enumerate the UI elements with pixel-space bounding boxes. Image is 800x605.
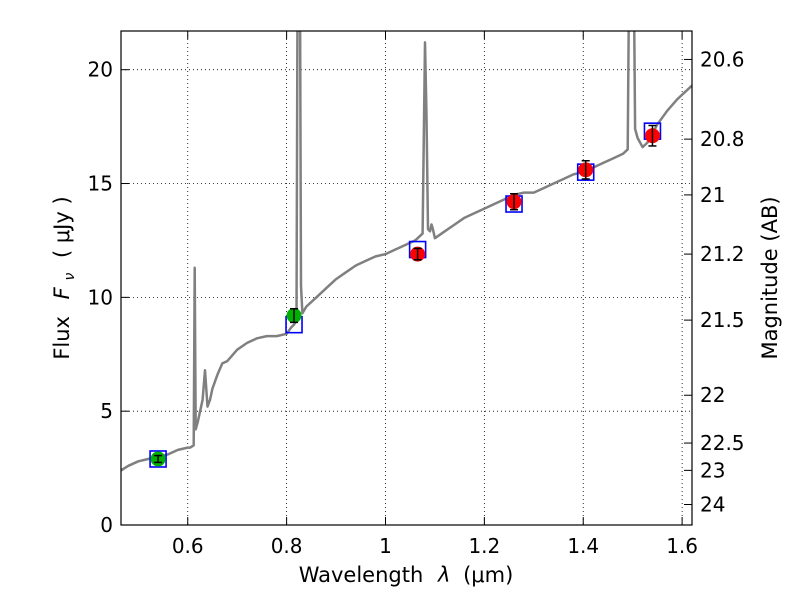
x-axis-label-text: Wavelength: [299, 563, 424, 587]
y-axis-label-text: Flux: [50, 316, 74, 360]
x-tick-label: 1: [379, 534, 392, 558]
y2-tick-label: 21.5: [700, 308, 745, 332]
y2-tick-label: 22: [700, 383, 725, 407]
x-tick-label: 1.2: [468, 534, 500, 558]
y2-axis-label: Magnitude (AB): [758, 196, 782, 359]
x-tick-label: 0.8: [271, 534, 303, 558]
plot-background: [121, 31, 692, 525]
y2-tick-label: 22.5: [700, 431, 745, 455]
y-axis-label: Flux F ν ( μJy ): [50, 196, 79, 359]
model-photometry-box: [149, 450, 167, 468]
x-tick-label: 0.6: [172, 534, 204, 558]
svg-text:Flux F ν ( μ: Flux F ν ( μJy ): [50, 196, 79, 359]
y-axis-label-subscript: ν: [62, 273, 78, 281]
y-tick-label: 0: [100, 513, 113, 537]
svg-text:Wavelength λ (μm): Wavelength λ (μm): [299, 563, 514, 587]
y-tick-label: 5: [100, 399, 113, 423]
y-axis-label-symbol: F: [50, 286, 74, 299]
y2-tick-label: 23: [700, 458, 725, 482]
y2-tick-label: 20.8: [700, 127, 745, 151]
tick-layer: 0.6 0.8 1 1.2 1.4 1.6 0 5 10 15 20 20.6 20.8 21 21.2 21…: [88, 31, 745, 558]
spectrum-line: [121, 31, 692, 472]
y2-tick-label: 24: [700, 493, 725, 517]
y2-tick-label: 21: [700, 183, 725, 207]
y-tick-label: 15: [88, 172, 113, 196]
y2-tick-label: 20.6: [700, 47, 745, 71]
x-axis-label-unit: (μm): [463, 563, 513, 587]
y-tick-label: 10: [88, 285, 113, 309]
series-layer: [121, 31, 692, 472]
x-tick-label: 1.6: [666, 534, 698, 558]
y2-axis-label-text: Magnitude (AB): [758, 196, 782, 359]
y-axis-label-unit: ( μJy ): [50, 196, 74, 258]
y2-tick-label: 21.2: [700, 242, 745, 266]
x-axis-label: Wavelength λ (μm): [299, 563, 514, 587]
observed-point-layer: [150, 124, 660, 467]
plot-frame: [120, 30, 693, 526]
x-tick-label: 1.4: [567, 534, 599, 558]
y-tick-label: 20: [88, 58, 113, 82]
x-axis-label-symbol: λ: [437, 563, 450, 587]
